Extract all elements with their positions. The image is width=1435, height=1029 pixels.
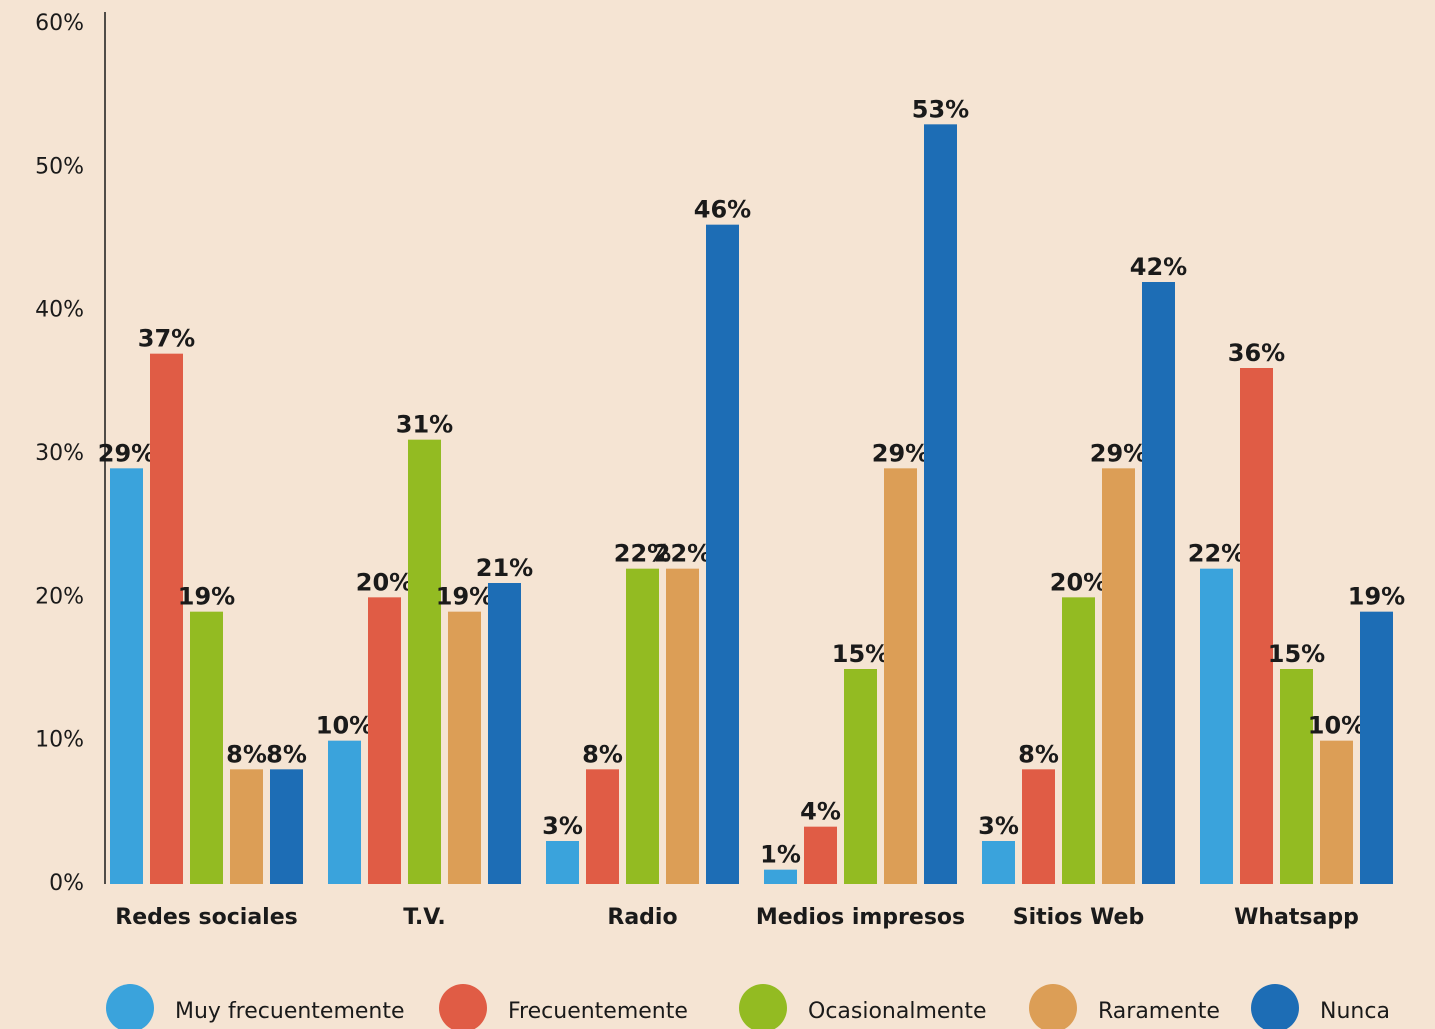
value-label: 37% bbox=[138, 325, 195, 353]
bar bbox=[150, 353, 183, 885]
value-label: 29% bbox=[872, 439, 929, 467]
value-label: 46% bbox=[694, 196, 751, 224]
x-tick-label: Radio bbox=[607, 905, 677, 930]
bar bbox=[626, 568, 659, 884]
legend-swatch bbox=[1251, 984, 1299, 1029]
y-tick-label: 30% bbox=[35, 441, 84, 466]
value-label: 36% bbox=[1228, 339, 1285, 367]
y-tick-label: 20% bbox=[35, 584, 84, 609]
x-tick-label: Redes sociales bbox=[115, 905, 297, 930]
value-label: 10% bbox=[316, 712, 373, 740]
bar bbox=[1240, 368, 1273, 884]
value-label: 19% bbox=[1348, 583, 1405, 611]
legend-label: Nunca bbox=[1320, 999, 1390, 1024]
value-label: 4% bbox=[800, 798, 841, 826]
x-tick-label: T.V. bbox=[403, 905, 446, 930]
bar bbox=[190, 611, 223, 884]
bar bbox=[230, 769, 263, 884]
value-label: 22% bbox=[654, 540, 711, 568]
value-label: 1% bbox=[760, 841, 801, 869]
value-label: 20% bbox=[356, 568, 413, 596]
bar bbox=[1280, 669, 1313, 884]
y-tick-label: 0% bbox=[49, 871, 84, 896]
bar bbox=[328, 740, 361, 884]
bar bbox=[408, 439, 441, 884]
bar bbox=[488, 583, 521, 884]
bar bbox=[804, 826, 837, 884]
bar bbox=[1200, 568, 1233, 884]
value-label: 19% bbox=[436, 583, 493, 611]
value-label: 15% bbox=[832, 640, 889, 668]
bar bbox=[1102, 468, 1135, 884]
value-label: 8% bbox=[226, 740, 267, 768]
y-tick-label: 10% bbox=[35, 728, 84, 753]
bar bbox=[448, 611, 481, 884]
value-label: 8% bbox=[582, 740, 623, 768]
bar bbox=[586, 769, 619, 884]
y-tick-label: 50% bbox=[35, 154, 84, 179]
value-label: 8% bbox=[1018, 740, 1059, 768]
bar bbox=[1022, 769, 1055, 884]
legend-label: Frecuentemente bbox=[508, 999, 688, 1024]
bar bbox=[884, 468, 917, 884]
bar bbox=[1360, 611, 1393, 884]
value-label: 10% bbox=[1308, 712, 1365, 740]
bar bbox=[1062, 597, 1095, 884]
value-label: 3% bbox=[978, 812, 1019, 840]
bar bbox=[270, 769, 303, 884]
value-label: 42% bbox=[1130, 253, 1187, 281]
bar bbox=[706, 224, 739, 884]
value-label: 22% bbox=[1188, 540, 1245, 568]
bar bbox=[368, 597, 401, 884]
value-label: 31% bbox=[396, 411, 453, 439]
bar bbox=[982, 841, 1015, 884]
bar bbox=[110, 468, 143, 884]
x-tick-label: Whatsapp bbox=[1234, 905, 1359, 930]
value-label: 15% bbox=[1268, 640, 1325, 668]
value-label: 22% bbox=[614, 540, 671, 568]
bar bbox=[844, 669, 877, 884]
x-tick-label: Sitios Web bbox=[1013, 905, 1144, 930]
legend-swatch bbox=[739, 984, 787, 1029]
legend-swatch bbox=[106, 984, 154, 1029]
legend-label: Muy frecuentemente bbox=[175, 999, 405, 1024]
legend-label: Raramente bbox=[1098, 999, 1220, 1024]
value-label: 19% bbox=[178, 583, 235, 611]
bar bbox=[666, 568, 699, 884]
value-label: 3% bbox=[542, 812, 583, 840]
bar bbox=[924, 124, 957, 885]
bar bbox=[1142, 282, 1175, 884]
bar bbox=[546, 841, 579, 884]
value-label: 29% bbox=[98, 439, 155, 467]
value-label: 53% bbox=[912, 95, 969, 123]
value-label: 20% bbox=[1050, 568, 1107, 596]
legend-swatch bbox=[1029, 984, 1077, 1029]
y-tick-label: 60% bbox=[35, 11, 84, 36]
value-label: 21% bbox=[476, 554, 533, 582]
legend-swatch bbox=[439, 984, 487, 1029]
value-label: 8% bbox=[266, 740, 307, 768]
bar bbox=[764, 869, 797, 884]
value-label: 29% bbox=[1090, 439, 1147, 467]
legend-label: Ocasionalmente bbox=[808, 999, 987, 1024]
y-tick-label: 40% bbox=[35, 298, 84, 323]
x-tick-label: Medios impresos bbox=[756, 905, 965, 930]
bar bbox=[1320, 740, 1353, 884]
